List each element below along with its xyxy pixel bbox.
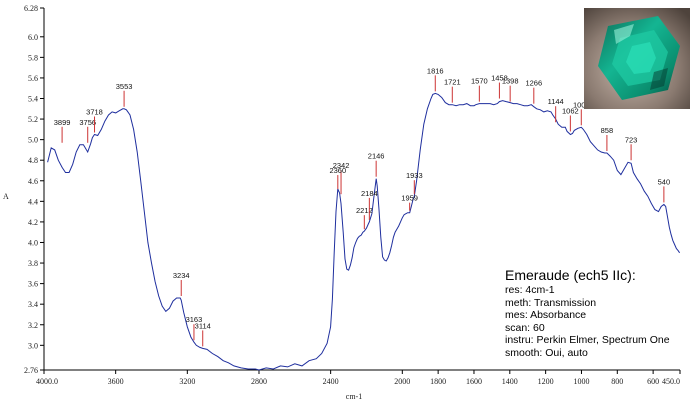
x-tick-label: 2800 (251, 377, 267, 386)
info-smoothing: smooth: Oui, auto (505, 346, 588, 359)
x-tick-label: 1600 (466, 377, 482, 386)
info-scans: scan: 60 (505, 321, 545, 334)
y-tick-label: 4.4 (28, 197, 38, 206)
peak-label: 1001 (573, 100, 590, 109)
peak-label: 3114 (195, 321, 211, 330)
sample-title: Emeraude (ech5 IIc): (505, 267, 636, 283)
peak-label: 1959 (401, 194, 418, 203)
info-resolution: res: 4cm-1 (505, 284, 555, 296)
y-tick-label: 4.8 (28, 156, 38, 165)
y-tick-label: 2.76 (24, 366, 38, 375)
y-tick-label: 5.4 (28, 95, 38, 104)
x-tick-label: 1400 (502, 377, 518, 386)
y-axis-title: A (3, 192, 9, 201)
peak-label: 1398 (502, 77, 519, 86)
peak-label: 1721 (444, 78, 461, 87)
chart-axes (43, 8, 680, 371)
peak-label: 723 (625, 135, 638, 144)
y-tick-label: 4.6 (28, 177, 38, 186)
info-instrument: instru: Perkin Elmer, Spectrum One (505, 334, 670, 347)
peak-label: 3163 (186, 315, 203, 324)
y-tick-label: 3.4 (28, 300, 38, 309)
x-tick-label: 3600 (108, 377, 124, 386)
peak-label: 1816 (427, 66, 444, 75)
x-tick-label: 2400 (323, 377, 339, 386)
info-measure: mes: Absorbance (505, 309, 587, 322)
peak-label: 2212 (356, 206, 373, 215)
y-tick-label: 4.0 (28, 238, 38, 247)
y-tick-label: 3.0 (28, 341, 38, 350)
peak-label: 540 (658, 177, 671, 186)
x-tick-label: 600 (647, 377, 659, 386)
y-tick-label: 3.2 (28, 321, 38, 330)
peak-label: 3899 (54, 118, 71, 127)
y-tick-label: 3.6 (28, 280, 38, 289)
peak-label: 2342 (333, 161, 350, 170)
peak-label: 1266 (525, 79, 542, 88)
peak-label: 2146 (368, 152, 385, 161)
peak-label: 2360 (329, 166, 346, 175)
x-tick-label: 2000 (394, 377, 410, 386)
y-tick-label: 5.8 (28, 53, 38, 62)
peak-label: 3718 (86, 107, 103, 116)
x-tick-label: 1800 (430, 377, 446, 386)
y-tick-label: 4.2 (28, 218, 38, 227)
y-tick-label: 3.8 (28, 259, 38, 268)
x-axis-title: cm-1 (346, 392, 362, 401)
x-tick-label: 450.0 (662, 377, 680, 386)
y-tick-label: 5.6 (28, 74, 38, 83)
peak-label: 1144 (548, 97, 564, 106)
x-tick-label: 1000 (573, 377, 589, 386)
y-tick-label: 6.28 (24, 4, 38, 13)
peak-label: 1458 (491, 74, 508, 83)
emerald-gem-photo (584, 8, 690, 109)
peak-label: 1933 (406, 171, 423, 180)
sample-info-box: Emeraude (ech5 IIc): res: 4cm-1 meth: Tr… (505, 267, 695, 360)
peak-label: 858 (601, 126, 614, 135)
peak-label: 1062 (562, 106, 579, 115)
x-tick-label: 4000.0 (36, 377, 58, 386)
peak-label: 3234 (173, 271, 190, 280)
peak-label: 3756 (79, 118, 96, 127)
peak-label: 3553 (116, 82, 133, 91)
spectrum-line (47, 92, 681, 371)
y-tick-label: 5.2 (28, 115, 38, 124)
x-tick-label: 3200 (179, 377, 195, 386)
x-axis-ticks: 4000.0 3600 3200 2800 2400 2000 1800 1600 1400 12… (36, 370, 681, 386)
peak-label: 2184 (361, 189, 378, 198)
peak-label: 1570 (471, 77, 488, 86)
x-tick-label: 800 (611, 377, 623, 386)
y-tick-label: 6.0 (28, 33, 38, 42)
x-tick-label: 1200 (538, 377, 554, 386)
info-method: meth: Transmission (505, 296, 597, 309)
y-axis-ticks: 2.76 3.0 3.2 3.4 3.6 3.8 4.0 4.2 4.4 4.6 4.8 5.0 5.2… (24, 4, 44, 375)
y-tick-label: 5.0 (28, 136, 38, 145)
